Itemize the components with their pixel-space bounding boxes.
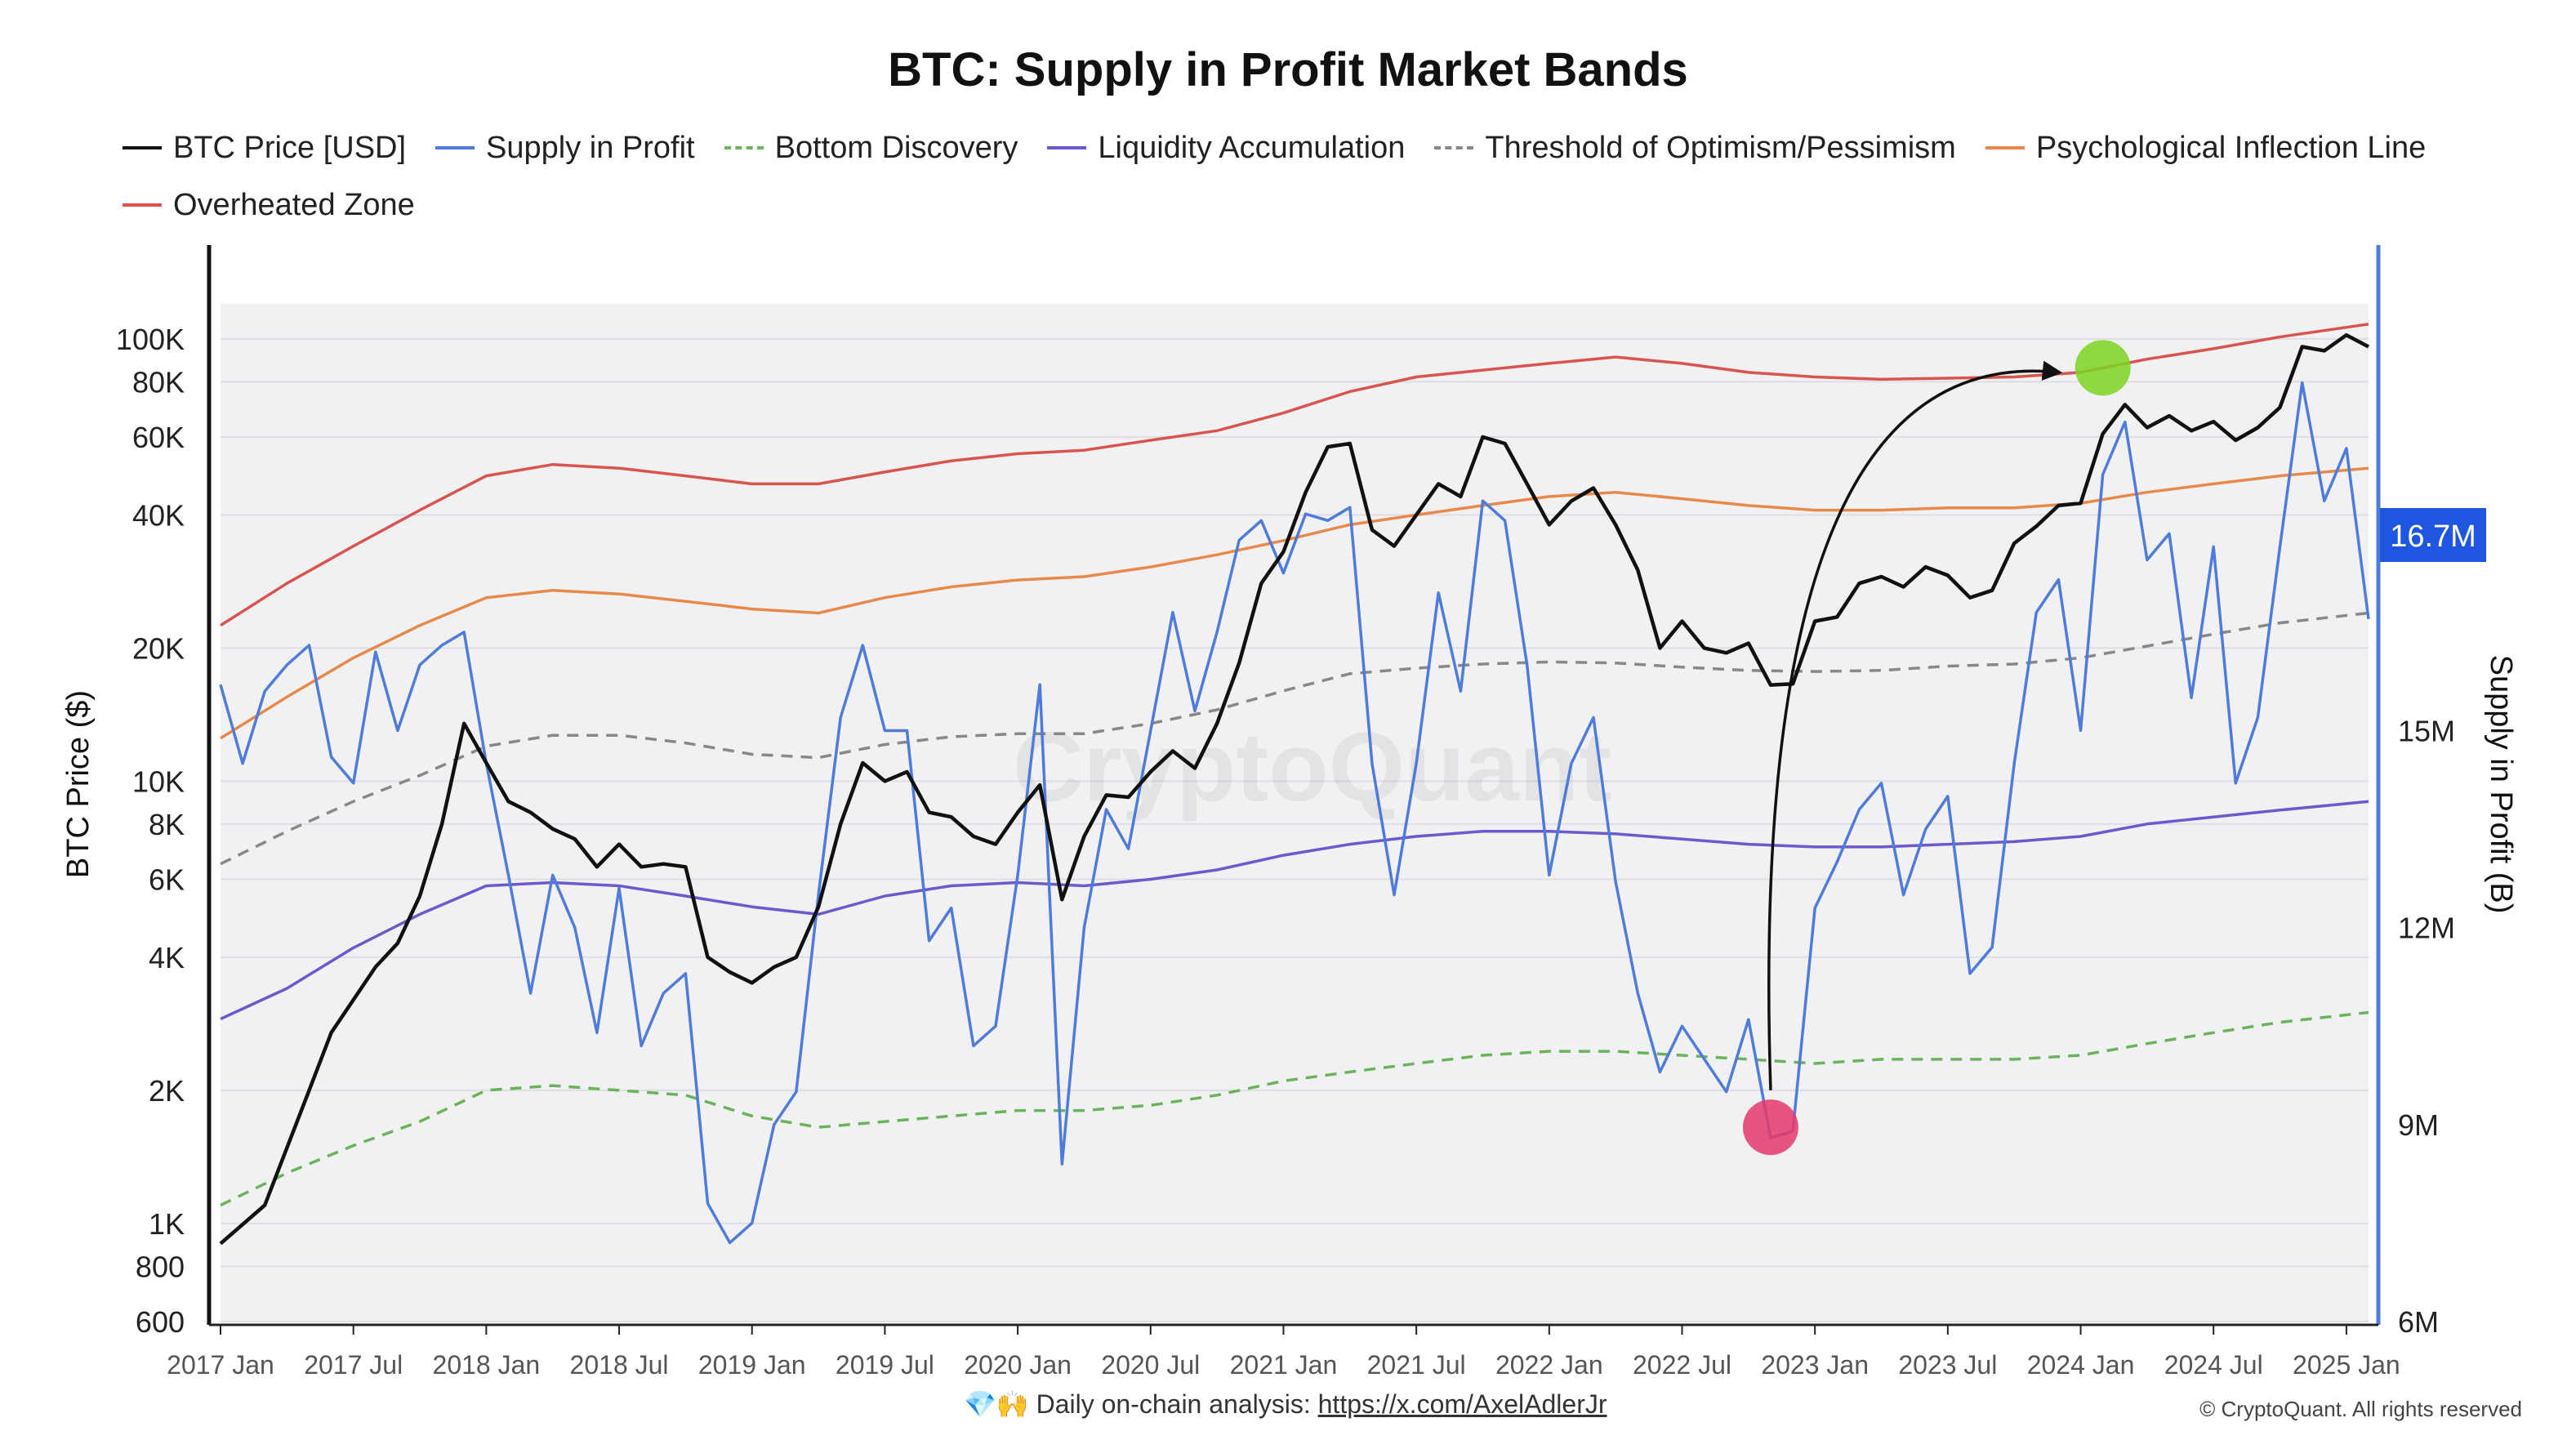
- legend-item[interactable]: BTC Price [USD]: [123, 126, 406, 170]
- series-line: [220, 611, 2369, 866]
- current-value-badge: 16.7M: [2380, 508, 2486, 562]
- series-line: [220, 1010, 2369, 1207]
- x-tick-label: 2021 Jul: [1367, 1350, 1466, 1380]
- y-right-tick-label: 9M: [2398, 1108, 2439, 1142]
- series-line: [220, 800, 2369, 1021]
- x-tick-label: 2018 Jul: [570, 1350, 669, 1380]
- y-left-tick-label: 80K: [132, 365, 185, 399]
- footer-emoji: 💎🙌: [964, 1389, 1029, 1419]
- y-left-tick-label: 2K: [149, 1074, 185, 1108]
- x-tick-label: 2020 Jan: [964, 1350, 1072, 1380]
- chart-title: BTC: Supply in Profit Market Bands: [888, 43, 1688, 96]
- left-axis-title: BTC Price ($): [61, 690, 96, 878]
- x-tick-label: 2018 Jan: [433, 1350, 541, 1380]
- grid-lines: [221, 337, 2369, 1322]
- legend-item[interactable]: Psychological Inflection Line: [1985, 126, 2426, 170]
- current-value-badge-text: 16.7M: [2390, 519, 2476, 554]
- x-tick-label: 2017 Jul: [304, 1350, 403, 1380]
- series-line: [219, 332, 2370, 1246]
- right-axis-title: Supply in Profit (B): [2484, 655, 2518, 914]
- plot-background: [221, 304, 2369, 1322]
- legend-swatch: [435, 146, 475, 149]
- x-tick-label: 2023 Jul: [1898, 1350, 1997, 1380]
- current-value-badge-bg: [2380, 508, 2486, 562]
- y-left-tick-label: 1K: [149, 1207, 185, 1241]
- series-layer: [219, 323, 2370, 1246]
- x-tick-label: 2023 Jan: [1761, 1350, 1869, 1380]
- left-axis-ticks: 600 800 1K 2K 4K 6K 8K 10K 20K 40K 60K 80K 100K: [116, 323, 185, 1339]
- legend-label: BTC Price [USD]: [173, 130, 407, 165]
- legend: BTC Price [USD] Supply in Profit Bottom Di…: [123, 123, 2491, 237]
- x-tick-label: 2020 Jul: [1101, 1350, 1200, 1380]
- series-line: [220, 466, 2369, 740]
- legend-label: Psychological Inflection Line: [2035, 130, 2427, 165]
- annotation-layer: [1742, 340, 2131, 1156]
- right-axis-ticks: 6M9M12M15M18M: [2398, 517, 2455, 1339]
- x-tick-label: 2022 Jul: [1633, 1350, 1731, 1380]
- series-line: [219, 381, 2370, 1245]
- x-axis-ticks: 2017 Jan 2017 Jul 2018 Jan 2018 Jul 2019 Jan…: [167, 1325, 2400, 1380]
- legend-label: Supply in Profit: [486, 130, 695, 165]
- y-left-tick-label: 600: [136, 1305, 185, 1339]
- x-tick-label: 2017 Jan: [167, 1350, 274, 1380]
- legend-swatch: [1985, 146, 2025, 149]
- y-left-tick-label: 6K: [149, 863, 185, 897]
- series-line: [220, 323, 2369, 627]
- legend-swatch: [1434, 146, 1474, 149]
- x-tick-label: 2024 Jul: [2164, 1350, 2263, 1380]
- y-right-tick-label: 15M: [2398, 715, 2455, 748]
- footer-link[interactable]: https://x.com/AxelAdlerJr: [1317, 1389, 1607, 1419]
- x-tick-label: 2024 Jan: [2027, 1350, 2135, 1380]
- footer: 💎🙌 Daily on-chain analysis: https://x.co…: [964, 1389, 1607, 1420]
- y-left-tick-label: 10K: [132, 765, 185, 798]
- annotation-arrow: [1767, 360, 2063, 1090]
- y-left-tick-label: 4K: [149, 941, 185, 974]
- footer-text: Daily on-chain analysis:: [1036, 1389, 1311, 1419]
- x-tick-label: 2022 Jan: [1495, 1350, 1603, 1380]
- x-tick-label: 2021 Jan: [1230, 1350, 1338, 1380]
- legend-item[interactable]: Liquidity Accumulation: [1047, 126, 1405, 170]
- legend-label: Bottom Discovery: [774, 130, 1018, 165]
- legend-item[interactable]: Threshold of Optimism/Pessimism: [1434, 126, 1956, 170]
- x-tick-label: 2025 Jan: [2293, 1350, 2400, 1380]
- copyright: © CryptoQuant. All rights reserved: [2199, 1397, 2522, 1421]
- y-left-tick-label: 60K: [132, 421, 185, 454]
- y-left-tick-label: 100K: [116, 323, 185, 356]
- legend-swatch: [1047, 146, 1087, 149]
- axes: [207, 245, 2381, 1326]
- x-tick-label: 2019 Jul: [836, 1350, 934, 1380]
- y-left-tick-label: 800: [136, 1250, 185, 1283]
- legend-swatch: [724, 146, 764, 149]
- annotation-circle: [1742, 1099, 1798, 1156]
- y-left-tick-label: 8K: [149, 808, 185, 841]
- y-right-tick-label: 6M: [2398, 1305, 2439, 1339]
- y-left-tick-label: 20K: [132, 631, 185, 665]
- legend-swatch: [123, 203, 162, 207]
- legend-label: Threshold of Optimism/Pessimism: [1485, 130, 1956, 165]
- legend-label: Overheated Zone: [173, 187, 415, 222]
- legend-label: Liquidity Accumulation: [1098, 130, 1406, 165]
- y-right-tick-label: 12M: [2398, 912, 2455, 945]
- legend-item[interactable]: Bottom Discovery: [724, 126, 1018, 170]
- annotation-circle: [2075, 340, 2131, 396]
- legend-item[interactable]: Overheated Zone: [123, 183, 415, 227]
- x-tick-label: 2019 Jan: [698, 1350, 806, 1380]
- legend-item[interactable]: Supply in Profit: [435, 126, 695, 170]
- legend-swatch: [123, 146, 162, 149]
- y-left-tick-label: 40K: [132, 498, 185, 532]
